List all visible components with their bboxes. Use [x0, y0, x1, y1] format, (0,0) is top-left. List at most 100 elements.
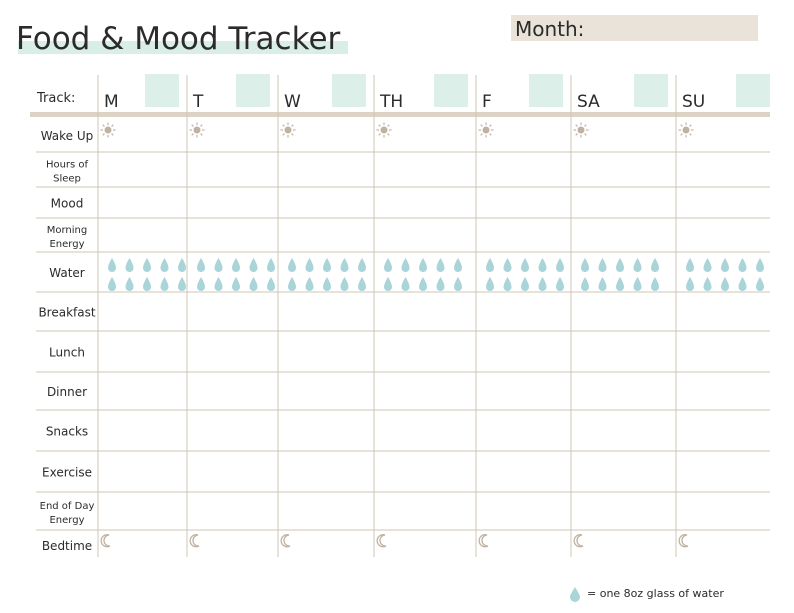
- sun-ray: [489, 133, 492, 136]
- water-drop: [454, 258, 462, 272]
- moon-icon: [678, 534, 689, 548]
- sun-ray: [191, 133, 194, 136]
- water-drop: [419, 258, 427, 272]
- track-label: Track:: [36, 91, 75, 106]
- water-drop: [738, 277, 747, 291]
- water-drop: [738, 258, 747, 272]
- water-drop: [401, 277, 410, 291]
- water-drop: [538, 277, 547, 291]
- water-drop: [633, 277, 642, 291]
- sun-ray: [689, 124, 692, 127]
- sun-ray: [378, 133, 381, 136]
- water-drop: [436, 258, 445, 272]
- water-drop: [503, 277, 512, 291]
- legend-drop: [570, 587, 580, 602]
- sun-ray: [291, 133, 294, 136]
- day-label: SA: [577, 92, 600, 112]
- row-label: Hours of: [46, 160, 89, 171]
- water-drop: [486, 258, 494, 272]
- sun-ray: [111, 133, 114, 136]
- day-color-box: [145, 74, 179, 107]
- day-color-box: [434, 74, 468, 107]
- sun-ray: [480, 124, 483, 127]
- row-label: End of Day: [40, 501, 95, 512]
- water-drop: [598, 258, 607, 272]
- water-drop: [305, 258, 314, 272]
- sun-icon: [682, 126, 690, 134]
- water-drop: [288, 258, 296, 272]
- water-drop: [756, 277, 764, 291]
- sun-icon: [284, 126, 292, 134]
- row-label: Morning: [47, 225, 87, 236]
- page-title: Food & Mood Tracker: [16, 21, 341, 57]
- water-drop: [721, 258, 729, 272]
- row-label: Breakfast: [38, 306, 95, 320]
- water-drop: [249, 258, 258, 272]
- sun-ray: [200, 133, 203, 136]
- moon-icon: [478, 534, 489, 548]
- water-drop: [384, 277, 392, 291]
- water-drop: [143, 258, 151, 272]
- water-drop: [340, 258, 349, 272]
- water-drop: [686, 277, 694, 291]
- water-drop: [419, 277, 427, 291]
- day-color-box: [634, 74, 668, 107]
- row-label: Snacks: [46, 425, 88, 439]
- day-label: SU: [682, 92, 705, 112]
- water-drop: [756, 258, 764, 272]
- sun-ray: [584, 124, 587, 127]
- water-drop: [178, 258, 186, 272]
- sun-ray: [282, 133, 285, 136]
- water-drop: [703, 258, 712, 272]
- water-drop: [108, 258, 116, 272]
- row-label: Water: [49, 266, 85, 280]
- water-drop: [556, 277, 564, 291]
- water-drop: [178, 277, 186, 291]
- day-color-box: [736, 74, 770, 107]
- water-drop: [160, 258, 169, 272]
- row-label: Wake Up: [41, 129, 94, 143]
- sun-ray: [480, 133, 483, 136]
- water-drop: [616, 277, 624, 291]
- water-drop: [703, 277, 712, 291]
- water-drop: [340, 277, 349, 291]
- water-drop: [197, 258, 205, 272]
- day-label: F: [482, 92, 492, 112]
- sun-ray: [680, 124, 683, 127]
- sun-ray: [191, 124, 194, 127]
- water-drop: [125, 258, 134, 272]
- sun-icon: [380, 126, 388, 134]
- water-drop: [486, 277, 494, 291]
- sun-ray: [102, 133, 105, 136]
- water-drop: [305, 277, 314, 291]
- legend-text: = one 8oz glass of water: [587, 587, 724, 600]
- sun-icon: [193, 126, 201, 134]
- moon-icon: [280, 534, 291, 548]
- sun-ray: [575, 124, 578, 127]
- water-drop: [160, 277, 169, 291]
- sun-icon: [482, 126, 490, 134]
- month-label: Month:: [515, 17, 584, 41]
- day-color-box: [332, 74, 366, 107]
- water-drop: [538, 258, 547, 272]
- moon-icon: [573, 534, 584, 548]
- water-drop: [633, 258, 642, 272]
- water-drop: [358, 277, 366, 291]
- sun-ray: [282, 124, 285, 127]
- water-drop: [556, 258, 564, 272]
- water-drop: [288, 277, 296, 291]
- sun-icon: [104, 126, 112, 134]
- sun-ray: [489, 124, 492, 127]
- day-label: M: [104, 92, 119, 112]
- day-label: T: [192, 92, 204, 112]
- sun-ray: [102, 124, 105, 127]
- row-label: Bedtime: [42, 539, 92, 553]
- day-label: TH: [379, 92, 403, 112]
- water-drop: [267, 258, 275, 272]
- water-drop: [323, 277, 331, 291]
- day-color-box: [529, 74, 563, 107]
- sun-ray: [680, 133, 683, 136]
- moon-icon: [189, 534, 200, 548]
- water-drop: [616, 258, 624, 272]
- sun-ray: [200, 124, 203, 127]
